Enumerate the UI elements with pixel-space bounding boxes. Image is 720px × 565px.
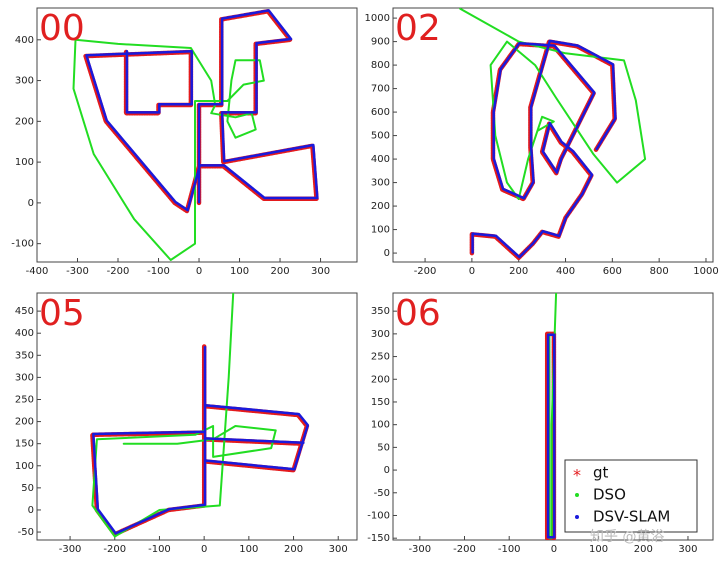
y-tick-label: -150 [367, 533, 390, 544]
x-tick-label: 200 [284, 544, 303, 555]
y-tick-label: -100 [367, 510, 390, 521]
x-tick-label: -300 [408, 544, 431, 555]
y-tick-label: 100 [371, 420, 390, 431]
x-tick-label: 100 [589, 544, 608, 555]
y-tick-label: 100 [15, 157, 34, 168]
x-tick-label: -400 [26, 266, 49, 277]
y-tick-label: -50 [18, 527, 34, 538]
x-tick-label: 200 [634, 544, 653, 555]
x-tick-label: 400 [556, 266, 575, 277]
legend: * gt DSO DSV-SLAM [564, 459, 698, 533]
x-tick-label: -200 [414, 266, 437, 277]
x-tick-label: 300 [678, 544, 697, 555]
y-tick-label: 400 [15, 35, 34, 46]
x-tick-label: -200 [453, 544, 476, 555]
chart-title: 05 [39, 293, 85, 334]
x-tick-label: -200 [103, 544, 126, 555]
y-tick-label: 800 [371, 60, 390, 71]
y-tick-label: 1000 [365, 13, 390, 24]
y-tick-label: 0 [384, 248, 390, 259]
y-tick-label: 200 [15, 417, 34, 428]
x-tick-label: 300 [329, 544, 348, 555]
series-group [459, 8, 647, 261]
trajectory [459, 8, 647, 200]
trajectory [546, 333, 556, 539]
y-tick-label: 0 [28, 198, 34, 209]
legend-marker [575, 493, 579, 497]
legend-box [564, 459, 698, 533]
x-tick-label: -200 [107, 266, 130, 277]
y-tick-label: 350 [15, 350, 34, 361]
trajectory [92, 346, 310, 535]
chart-title: 02 [395, 8, 441, 49]
panel: -200 0 200 400 600 800 1000 0 100 200 300 400 500 600… [365, 7, 719, 277]
y-tick-label: 200 [371, 374, 390, 385]
y-tick-label: 50 [377, 442, 390, 453]
x-tick-label: 0 [196, 266, 202, 277]
y-tick-label: 150 [15, 439, 34, 450]
legend-label: gt [593, 464, 609, 482]
series-group [544, 293, 558, 540]
legend-marker [575, 515, 579, 519]
x-tick-label: 1000 [693, 266, 718, 277]
legend-label: DSO [593, 486, 626, 504]
x-tick-label: 800 [650, 266, 669, 277]
x-tick-label: 300 [311, 266, 330, 277]
y-tick-label: 450 [15, 306, 34, 317]
y-tick-label: 100 [371, 225, 390, 236]
x-tick-label: 200 [270, 266, 289, 277]
x-tick-label: -100 [498, 544, 521, 555]
plot-area [36, 292, 358, 541]
legend-marker: * [573, 466, 581, 485]
panel: -400 -300 -200 -100 0 100 200 300 -100 0 100 200 300… [11, 7, 358, 277]
trajectory [471, 39, 617, 259]
x-tick-label: -100 [147, 266, 170, 277]
y-tick-label: 250 [15, 394, 34, 405]
y-tick-label: 700 [371, 84, 390, 95]
series-group [90, 293, 310, 538]
y-tick-label: 200 [15, 116, 34, 127]
y-tick-label: 100 [15, 461, 34, 472]
legend-label: DSV-SLAM [593, 508, 670, 526]
y-tick-label: -100 [11, 239, 34, 250]
y-tick-label: 250 [371, 352, 390, 363]
y-tick-label: 50 [21, 483, 34, 494]
y-tick-label: 400 [371, 154, 390, 165]
y-tick-label: -50 [374, 488, 390, 499]
x-tick-label: 0 [201, 544, 207, 555]
series-group [72, 9, 319, 261]
panel: -300 -200 -100 0 100 200 300-50050100150200250… [15, 292, 358, 555]
x-tick-label: 0 [551, 544, 557, 555]
panel: -300 -200 -100 0 100 200 300 -150 -100 -50 0 50 100 1… [367, 292, 714, 555]
y-tick-label: 600 [371, 107, 390, 118]
y-tick-label: 150 [371, 397, 390, 408]
y-tick-label: 300 [15, 372, 34, 383]
chart-title: 06 [395, 293, 441, 334]
chart-title: 00 [39, 8, 85, 49]
y-tick-label: 500 [371, 131, 390, 142]
x-tick-label: 200 [509, 266, 528, 277]
y-tick-label: 350 [371, 306, 390, 317]
trajectory [85, 9, 319, 212]
y-tick-label: 0 [384, 465, 390, 476]
x-tick-label: 0 [469, 266, 475, 277]
y-tick-label: 300 [15, 76, 34, 87]
x-tick-label: 100 [239, 544, 258, 555]
x-tick-label: -300 [66, 266, 89, 277]
x-tick-label: -300 [59, 544, 82, 555]
y-tick-label: 300 [371, 329, 390, 340]
watermark: 知乎 @黄浴 [590, 528, 664, 545]
y-tick-label: 900 [371, 37, 390, 48]
y-tick-label: 300 [371, 178, 390, 189]
x-tick-label: -100 [148, 544, 171, 555]
x-tick-label: 600 [603, 266, 622, 277]
x-tick-label: 100 [230, 266, 249, 277]
y-tick-label: 0 [28, 505, 34, 516]
y-tick-label: 200 [371, 201, 390, 212]
y-tick-label: 400 [15, 328, 34, 339]
trajectory [72, 38, 265, 261]
